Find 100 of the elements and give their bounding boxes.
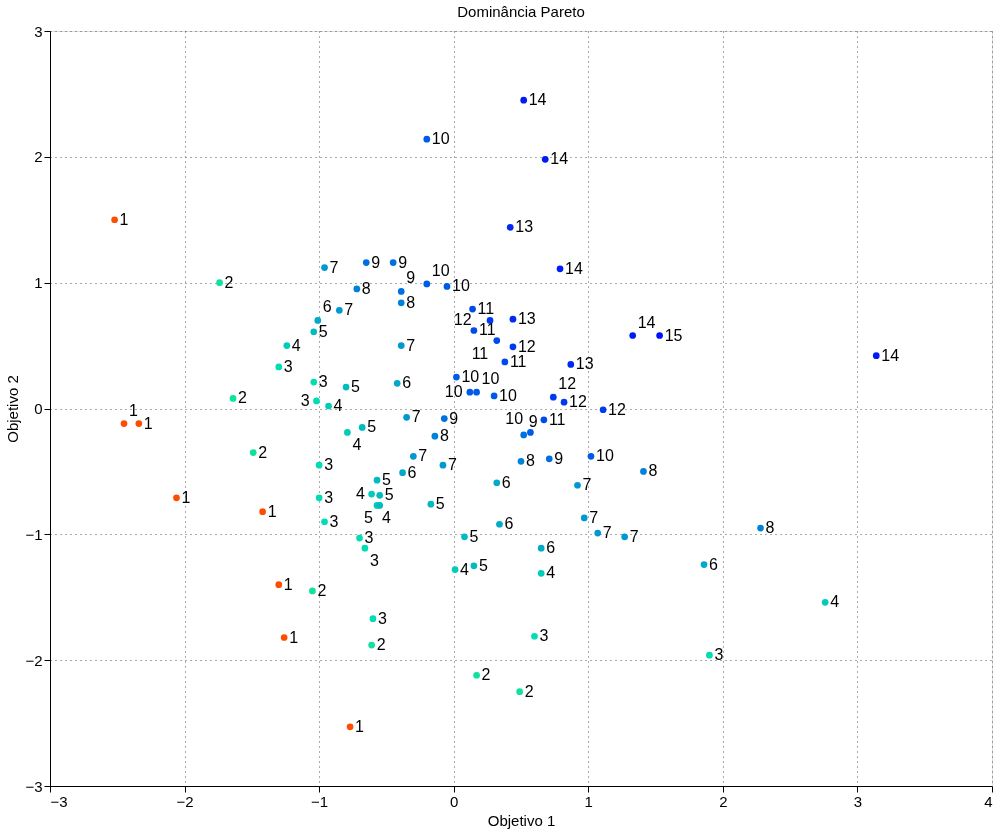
- text: 9: [554, 449, 564, 467]
- text: 9: [406, 269, 416, 287]
- text: 3: [539, 627, 549, 645]
- text: 6: [407, 463, 417, 481]
- text: 8: [648, 462, 658, 480]
- text: 5: [435, 495, 445, 513]
- text: 6: [501, 473, 511, 491]
- series-label: 4: [333, 396, 343, 414]
- text: 2: [481, 666, 491, 684]
- text: 5: [364, 509, 374, 527]
- series-label: 8: [439, 427, 449, 445]
- text: 2: [258, 443, 268, 461]
- text: 11: [283, 575, 299, 646]
- text: 4: [546, 564, 556, 582]
- x-tick-label: 3: [853, 792, 863, 810]
- text: 10: [452, 277, 470, 295]
- text: 1: [119, 210, 129, 228]
- text: 7: [447, 456, 457, 474]
- text: 7: [589, 508, 599, 526]
- text: 8: [526, 452, 535, 470]
- series-label: 7: [411, 408, 421, 426]
- chart-title: Dominância Pareto: [457, 3, 585, 20]
- text: 8: [361, 279, 371, 297]
- y-tick-label: −2: [25, 651, 43, 669]
- text: 10: [431, 261, 450, 279]
- text: 10: [505, 410, 524, 428]
- text: 6: [322, 298, 332, 316]
- text: 10: [461, 368, 480, 386]
- text: 7: [329, 258, 339, 276]
- text: 7: [418, 447, 428, 465]
- series-label: 15: [664, 326, 683, 344]
- text: 11: [471, 344, 489, 362]
- text: 2: [317, 581, 327, 599]
- text: 4: [830, 593, 840, 611]
- y-tick-label: −1: [25, 525, 43, 543]
- text: 5: [469, 527, 479, 545]
- text: 1: [181, 488, 191, 506]
- text: 10: [431, 130, 450, 148]
- text: 8: [765, 519, 775, 537]
- text: 11: [509, 352, 527, 370]
- x-axis-title: Objetivo 1: [487, 811, 556, 829]
- text: 11: [548, 410, 566, 428]
- x-tick-label: −3: [50, 792, 68, 810]
- text: 10: [481, 370, 500, 388]
- text: 9: [528, 412, 538, 430]
- text: 3: [329, 512, 339, 530]
- y-axis-title: Objetivo 2: [4, 375, 22, 443]
- y-tick-label: 1: [34, 274, 43, 292]
- text: 4: [352, 436, 362, 454]
- text: 8: [406, 293, 416, 311]
- text: 4: [356, 485, 365, 503]
- text: 5: [367, 418, 377, 436]
- series-label: 14: [565, 259, 583, 277]
- text: 3: [378, 609, 387, 627]
- text: 7: [629, 527, 639, 545]
- text: 9: [398, 253, 408, 271]
- series-label: 2: [376, 636, 386, 654]
- text: 7: [406, 336, 416, 354]
- text: 3: [324, 488, 334, 506]
- series-label: 6: [709, 555, 719, 573]
- series-label: 12: [517, 337, 536, 355]
- text: 1: [355, 717, 365, 735]
- text: 6: [402, 374, 412, 392]
- text: 3: [283, 357, 293, 375]
- text: 11: [129, 401, 153, 432]
- y-tick-label: 2: [34, 148, 43, 166]
- text: 6: [504, 515, 514, 533]
- text: 2: [238, 389, 247, 407]
- text: 5: [382, 471, 391, 489]
- text: 5: [384, 486, 394, 504]
- text: 13: [517, 310, 536, 328]
- y-tick-label: −3: [25, 777, 43, 795]
- series-label: 5: [351, 378, 361, 396]
- text: 13: [575, 355, 594, 373]
- text: 3: [300, 391, 310, 409]
- series-label: 1: [267, 502, 277, 520]
- x-tick-label: 1: [584, 792, 593, 810]
- text: 6: [546, 539, 556, 557]
- series-label: 10: [596, 447, 614, 465]
- series-label: 3: [364, 529, 374, 547]
- text: 2: [524, 682, 534, 700]
- text: 12: [608, 400, 626, 418]
- text: 12: [453, 311, 472, 329]
- text: 9: [449, 409, 459, 427]
- x-tick-label: −1: [311, 792, 329, 810]
- text: 14: [637, 313, 656, 331]
- text: 3: [369, 552, 379, 570]
- text: 4: [382, 509, 391, 527]
- text: 2: [224, 273, 234, 291]
- text: 3: [318, 373, 328, 391]
- text: 12: [569, 393, 587, 411]
- text: 4: [291, 336, 301, 354]
- x-tick-label: 2: [719, 792, 728, 810]
- text: 5: [318, 322, 328, 340]
- series-label: 9: [371, 253, 381, 271]
- y-tick-label: 3: [34, 22, 43, 40]
- text: 4: [460, 560, 469, 578]
- text: 11: [477, 300, 495, 318]
- text: 7: [582, 476, 592, 494]
- text: 3: [714, 646, 724, 664]
